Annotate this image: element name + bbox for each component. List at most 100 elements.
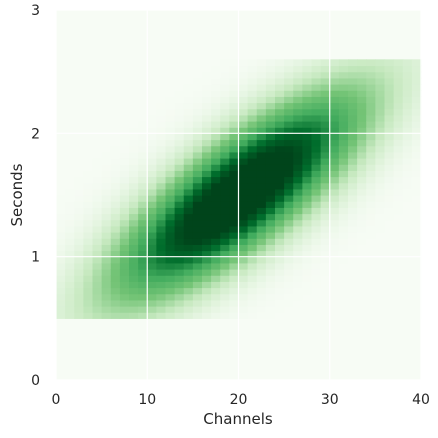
heatmap-cell — [156, 306, 167, 313]
heatmap-cell — [275, 281, 285, 289]
heatmap-cell — [101, 114, 112, 122]
heatmap-cell — [74, 139, 84, 147]
heatmap-cell — [402, 275, 413, 282]
heatmap-cell — [202, 77, 212, 85]
heatmap-cell — [229, 238, 240, 245]
heatmap-cell — [357, 262, 367, 270]
heatmap-cell — [192, 232, 203, 239]
heatmap-cell — [65, 299, 75, 307]
heatmap-cell — [293, 114, 303, 122]
heatmap-cell — [329, 182, 340, 190]
heatmap-cell — [83, 158, 94, 165]
heatmap-cell — [348, 182, 358, 190]
heatmap-cell — [92, 84, 103, 91]
heatmap-cell — [65, 225, 75, 233]
heatmap-cell — [293, 299, 303, 307]
heatmap-cell — [338, 114, 349, 122]
heatmap-cell — [320, 238, 331, 245]
heatmap-cell — [384, 170, 395, 178]
heatmap-cell — [229, 219, 240, 227]
heatmap-cell — [229, 59, 240, 67]
heatmap-cell — [165, 133, 176, 141]
heatmap-cell — [293, 281, 303, 289]
heatmap-cell — [375, 145, 386, 153]
heatmap-cell — [238, 59, 249, 67]
heatmap-cell — [366, 219, 376, 227]
heatmap-cell — [56, 127, 66, 134]
heatmap-cell — [101, 71, 112, 79]
heatmap-cell — [229, 244, 240, 252]
heatmap-cell — [265, 65, 276, 73]
heatmap-cell — [220, 312, 230, 319]
heatmap-cell — [411, 84, 422, 91]
heatmap-cell — [311, 207, 322, 215]
heatmap-cell — [293, 262, 303, 270]
heatmap-cell — [229, 213, 240, 221]
heatmap-cell — [238, 158, 249, 165]
heatmap-cell — [56, 102, 66, 110]
heatmap-cell — [110, 59, 121, 67]
heatmap-cell — [302, 312, 313, 319]
heatmap-cell — [247, 127, 258, 134]
heatmap-cell — [92, 182, 103, 190]
heatmap-cell — [147, 201, 157, 208]
heatmap-cell — [74, 127, 84, 134]
heatmap-cell — [211, 114, 221, 122]
heatmap-cell — [129, 127, 139, 134]
heatmap-cell — [229, 145, 240, 153]
heatmap-cell — [357, 182, 367, 190]
heatmap-cell — [411, 102, 422, 110]
heatmap-cell — [202, 293, 212, 301]
heatmap-cell — [311, 293, 322, 301]
heatmap-cell — [192, 293, 203, 301]
heatmap-cell — [83, 312, 94, 319]
heatmap-cell — [284, 96, 294, 104]
heatmap-cell — [101, 312, 112, 319]
heatmap-cell — [101, 164, 112, 171]
heatmap-cell — [411, 306, 422, 313]
heatmap-cell — [256, 306, 267, 313]
heatmap-cell — [119, 71, 130, 79]
heatmap-cell — [366, 256, 376, 264]
heatmap-cell — [202, 139, 212, 147]
heatmap-cell — [284, 164, 294, 171]
heatmap-cell — [329, 96, 340, 104]
heatmap-cell — [238, 287, 249, 295]
heatmap-cell — [83, 201, 94, 208]
heatmap-cell — [56, 188, 66, 196]
heatmap-cell — [293, 145, 303, 153]
heatmap-cell — [83, 102, 94, 110]
heatmap-cell — [284, 287, 294, 295]
heatmap-cell — [110, 71, 121, 79]
heatmap-cell — [101, 96, 112, 104]
heatmap-cell — [56, 219, 66, 227]
heatmap-cell — [402, 176, 413, 184]
heatmap-cell — [293, 127, 303, 134]
heatmap-cell — [110, 77, 121, 85]
heatmap-cell — [384, 232, 395, 239]
heatmap-cell — [338, 225, 349, 233]
heatmap-cell — [129, 170, 139, 178]
heatmap-cell — [238, 312, 249, 319]
heatmap-cell — [329, 114, 340, 122]
heatmap-cell — [311, 151, 322, 159]
heatmap-cell — [247, 90, 258, 97]
heatmap-cell — [192, 287, 203, 295]
heatmap-cell — [238, 121, 249, 128]
heatmap-cell — [74, 114, 84, 122]
heatmap-cell — [293, 96, 303, 104]
heatmap-cell — [101, 158, 112, 165]
heatmap-cell — [183, 139, 194, 147]
heatmap-cell — [229, 65, 240, 73]
heatmap-cell — [375, 293, 386, 301]
heatmap-cell — [192, 188, 203, 196]
heatmap-cell — [211, 238, 221, 245]
heatmap-cell — [338, 219, 349, 227]
heatmap-cell — [384, 65, 395, 73]
heatmap-cell — [119, 121, 130, 128]
heatmap-cell — [411, 244, 422, 252]
heatmap-cell — [83, 127, 94, 134]
heatmap-cell — [165, 287, 176, 295]
heatmap-cell — [65, 256, 75, 264]
heatmap-cell — [192, 139, 203, 147]
